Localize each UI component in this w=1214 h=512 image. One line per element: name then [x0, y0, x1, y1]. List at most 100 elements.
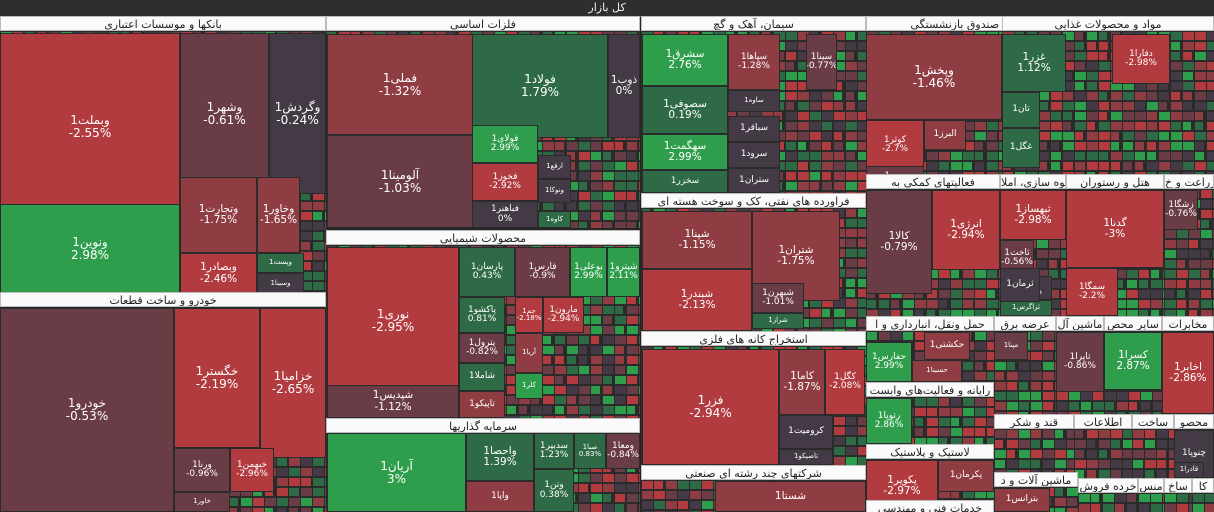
stock-tile-small[interactable]: [1170, 51, 1181, 61]
stock-tile-small[interactable]: [1062, 121, 1072, 131]
stock-tile[interactable]: شبندر1 -2.13%: [642, 269, 752, 331]
stock-tile-small[interactable]: [1134, 151, 1146, 161]
stock-tile[interactable]: کاوه1: [538, 211, 571, 228]
stock-tile[interactable]: وخاور1 -1.65%: [257, 177, 300, 253]
stock-tile-small[interactable]: [1188, 309, 1198, 316]
stock-tile-small[interactable]: [1062, 111, 1073, 121]
stock-tile-small[interactable]: [1176, 309, 1186, 316]
stock-tile[interactable]: وگردش1 -0.24%: [269, 33, 326, 194]
stock-tile-small[interactable]: [833, 131, 843, 141]
stock-tile-small[interactable]: [518, 405, 528, 415]
stock-tile[interactable]: وتن1 0.38%: [534, 469, 574, 512]
stock-tile-small[interactable]: [986, 397, 994, 407]
stock-tile-small[interactable]: [324, 467, 326, 477]
stock-tile-small[interactable]: [857, 91, 866, 101]
stock-tile-small[interactable]: [1200, 289, 1212, 299]
stock-tile[interactable]: شپنا1 -1.15%: [642, 211, 752, 269]
sector-header[interactable]: عرضه برق: [994, 316, 1056, 331]
stock-tile-small[interactable]: [626, 375, 638, 385]
stock-tile-small[interactable]: [1182, 101, 1193, 111]
stock-tile-small[interactable]: [1110, 131, 1120, 141]
stock-tile-small[interactable]: [590, 211, 601, 221]
stock-tile-small[interactable]: [276, 457, 288, 467]
stock-tile-small[interactable]: [845, 101, 856, 111]
stock-tile-small[interactable]: [1074, 41, 1085, 51]
stock-tile[interactable]: غگل1: [1002, 128, 1040, 168]
stock-tile-small[interactable]: [578, 335, 590, 345]
stock-tile-small[interactable]: [809, 171, 821, 181]
sector-header[interactable]: زراعت و خ: [1164, 174, 1214, 189]
stock-tile-small[interactable]: [890, 299, 900, 309]
stock-tile-small[interactable]: [845, 208, 857, 218]
stock-tile-small[interactable]: [638, 473, 640, 483]
stock-tile-small[interactable]: [857, 208, 866, 218]
stock-tile-small[interactable]: [1030, 391, 1042, 401]
stock-tile-small[interactable]: [866, 299, 877, 309]
stock-tile-small[interactable]: [300, 507, 312, 512]
stock-tile-small[interactable]: [785, 51, 797, 61]
stock-tile[interactable]: وپخش1 -1.46%: [866, 34, 1002, 120]
stock-tile-small[interactable]: [1146, 91, 1158, 101]
stock-tile[interactable]: حکشتی1: [924, 332, 970, 360]
stock-tile-small[interactable]: [1048, 259, 1058, 269]
stock-tile[interactable]: کسرا1 2.87%: [1104, 332, 1162, 390]
stock-tile[interactable]: فارس1 -0.9%: [515, 247, 570, 297]
stock-tile-small[interactable]: [554, 375, 564, 385]
stock-tile-small[interactable]: [1158, 101, 1168, 111]
stock-tile[interactable]: خبهمن1 -2.96%: [230, 448, 274, 492]
stock-tile[interactable]: سشرق1 2.76%: [642, 34, 728, 86]
stock-tile-small[interactable]: [857, 238, 866, 248]
stock-tile-small[interactable]: [542, 355, 552, 365]
stock-tile-small[interactable]: [300, 241, 311, 251]
stock-tile-small[interactable]: [626, 161, 638, 171]
stock-tile[interactable]: غزر1 1.12%: [1002, 34, 1066, 92]
stock-tile-small[interactable]: [857, 131, 866, 141]
stock-tile[interactable]: سصوفی1 0.19%: [642, 86, 728, 134]
stock-tile-small[interactable]: [1176, 289, 1186, 299]
stock-tile[interactable]: ونوکا1: [538, 179, 571, 203]
stock-tile-small[interactable]: [542, 335, 552, 345]
stock-tile[interactable]: مارون1 -2.94%: [543, 297, 584, 333]
stock-tile-small[interactable]: [614, 325, 625, 335]
stock-tile[interactable]: فولاد1 1.79%: [472, 34, 608, 138]
stock-tile[interactable]: وپست1: [257, 253, 304, 273]
stock-tile-small[interactable]: [950, 417, 960, 427]
stock-tile-small[interactable]: [1138, 309, 1149, 316]
stock-tile-small[interactable]: [1206, 81, 1214, 91]
stock-tile-small[interactable]: [821, 308, 831, 318]
stock-tile[interactable]: وسینا1: [257, 273, 304, 294]
stock-tile[interactable]: شراز1: [752, 313, 804, 329]
stock-tile-small[interactable]: [1092, 391, 1104, 401]
stock-tile-small[interactable]: [638, 201, 640, 211]
stock-tile-small[interactable]: [590, 335, 600, 345]
stock-tile-small[interactable]: [312, 231, 324, 241]
sector-header[interactable]: استخراج کانه های فلزی: [641, 331, 866, 346]
stock-tile-small[interactable]: [542, 365, 554, 375]
sector-header[interactable]: ماشین آل: [1056, 316, 1104, 331]
stock-tile-small[interactable]: [785, 101, 795, 111]
sector-header[interactable]: فراورده های نفتی، کک و سوخت هسته ای: [641, 193, 866, 208]
stock-tile-small[interactable]: [1134, 101, 1146, 111]
stock-tile-small[interactable]: [857, 121, 866, 131]
stock-tile-small[interactable]: [1206, 101, 1214, 111]
stock-tile-small[interactable]: [1182, 121, 1192, 131]
stock-tile-small[interactable]: [986, 309, 997, 316]
stock-tile-small[interactable]: [602, 181, 614, 191]
stock-tile-small[interactable]: [1080, 401, 1092, 411]
stock-tile-small[interactable]: [1074, 151, 1086, 161]
stock-tile[interactable]: سباقر1: [728, 116, 780, 142]
stock-tile-small[interactable]: [554, 335, 566, 345]
stock-tile-small[interactable]: [845, 238, 857, 248]
stock-tile[interactable]: کوثر1 -2.7%: [866, 120, 924, 170]
stock-tile-small[interactable]: [614, 141, 624, 151]
stock-tile-small[interactable]: [914, 417, 924, 427]
stock-tile-small[interactable]: [974, 161, 985, 171]
stock-tile-small[interactable]: [857, 248, 866, 258]
stock-tile-small[interactable]: [845, 436, 857, 446]
stock-tile-small[interactable]: [797, 141, 807, 151]
stock-tile-small[interactable]: [1206, 61, 1214, 71]
stock-tile-small[interactable]: [1176, 299, 1187, 309]
stock-tile[interactable]: شاملا1: [459, 363, 505, 391]
stock-tile[interactable]: جم1 -2.18%: [515, 297, 543, 333]
stock-tile-small[interactable]: [1176, 259, 1186, 269]
